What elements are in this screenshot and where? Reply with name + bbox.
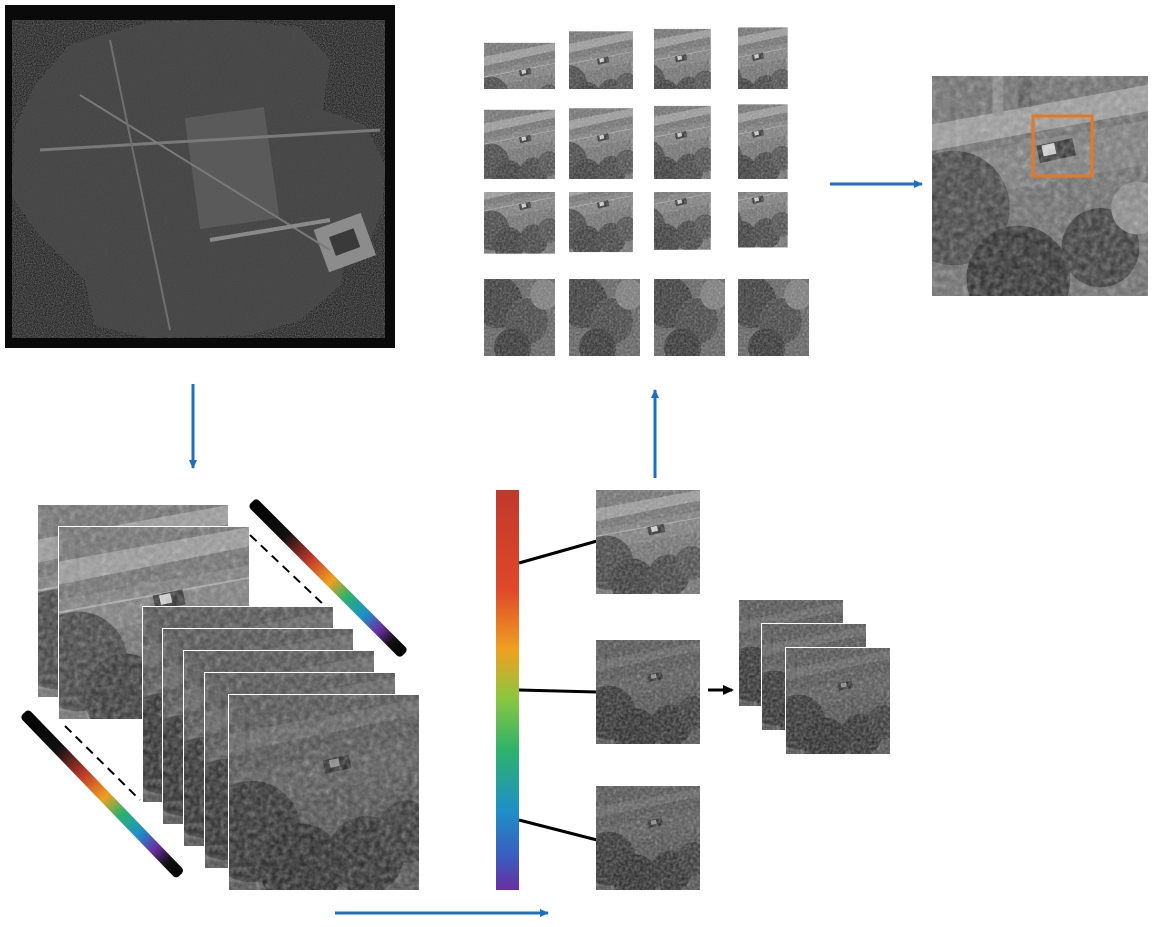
fused-frame-3 — [786, 648, 890, 754]
overview-aerial-image — [5, 5, 395, 348]
grid-tile-r4-c2 — [569, 279, 640, 356]
grid-tile-r2-c3 — [654, 105, 711, 179]
band-image-3 — [596, 786, 700, 890]
grid-tile-r2-c4 — [738, 104, 788, 179]
hyperspectral-cube — [37, 504, 420, 891]
band-connector-blue — [518, 818, 598, 842]
band-connector-red — [518, 539, 598, 565]
band-image-1 — [596, 490, 700, 594]
grid-tile-r3-c1 — [484, 192, 555, 254]
grid-tile-r3-c2 — [569, 192, 633, 253]
tile-grid — [484, 27, 809, 356]
cube-band-frame-7 — [229, 695, 419, 890]
detection-image — [932, 76, 1148, 296]
band-image-2 — [596, 640, 700, 744]
dashed-guide-top — [249, 534, 326, 607]
grid-tile-r1-c4 — [738, 27, 788, 89]
grid-tile-r4-c4 — [738, 279, 809, 356]
dashed-guide-bottom — [64, 725, 141, 801]
grid-tile-r2-c1 — [484, 109, 555, 179]
grid-tile-r1-c3 — [654, 28, 711, 89]
grid-tile-r3-c4 — [738, 192, 788, 248]
grid-tile-r3-c3 — [654, 192, 711, 250]
vehicle-highlight-box — [1031, 114, 1094, 178]
grid-tile-r2-c2 — [569, 108, 633, 179]
grid-tile-r4-c1 — [484, 279, 555, 356]
grid-tile-r4-c3 — [654, 279, 725, 356]
fused-band-stack — [738, 599, 891, 755]
band-connector-green — [518, 688, 598, 694]
selected-band-images — [596, 490, 700, 890]
spectrum-strip-top — [249, 499, 407, 657]
wavelength-color-bar — [496, 490, 519, 890]
grid-tile-r1-c2 — [569, 31, 633, 89]
spectrum-strip-bottom — [21, 710, 183, 878]
